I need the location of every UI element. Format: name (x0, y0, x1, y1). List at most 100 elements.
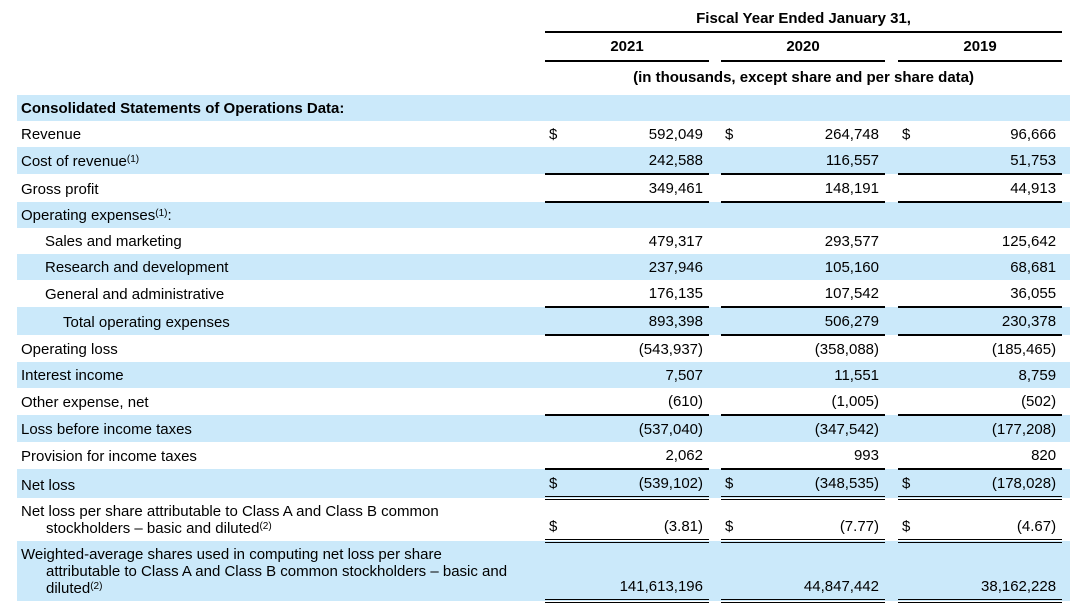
dollar-sign (545, 228, 567, 254)
table-row-weighted-average-shares: Weighted-average shares used in computin… (17, 541, 1071, 603)
units-note-row: (in thousands, except share and per shar… (17, 61, 1070, 95)
header-spacer (17, 32, 545, 61)
column-gap (709, 280, 721, 307)
dollar-sign (545, 174, 567, 203)
dollar-sign (898, 415, 920, 442)
dollar-sign (721, 254, 743, 280)
column-gap (885, 335, 898, 362)
row-end-spacer (1062, 335, 1070, 362)
value-fy2020: 993 (743, 442, 885, 470)
period-header: Fiscal Year Ended January 31, (545, 8, 1063, 33)
value-fy2019: 36,055 (920, 280, 1063, 308)
value-fy2019: 96,666 (1010, 126, 1057, 143)
dollar-sign: $ (898, 498, 920, 543)
row-end-spacer (1062, 442, 1070, 469)
row-end-spacer (1062, 254, 1070, 280)
table-row-operating-expenses-header: Operating expenses(1): (17, 202, 1071, 228)
column-gap (709, 202, 721, 228)
dollar-sign (545, 280, 567, 308)
column-gap (885, 32, 898, 61)
value-fy2019: 44,913 (920, 174, 1063, 203)
dollar-sign (721, 442, 743, 470)
dollar-sign (898, 307, 920, 336)
column-gap (709, 147, 721, 174)
footnote-ref: (2) (90, 581, 103, 592)
column-gap (709, 362, 721, 388)
table-row-other-expense-net: Other expense, net (610) (1,005) (502) (17, 388, 1070, 416)
value-fy2021: (610) (567, 388, 709, 416)
row-end-spacer (1062, 202, 1070, 228)
column-gap (885, 228, 898, 254)
table-row-gross-profit: Gross profit 349,461 148,191 44,913 (17, 174, 1070, 203)
value-fy2021: 237,946 (648, 259, 703, 276)
column-gap (709, 388, 721, 415)
row-end-spacer (1062, 121, 1070, 147)
row-label: Weighted-average shares used in computin… (21, 546, 508, 597)
row-label: Cost of revenue (21, 153, 127, 170)
row-label: Net loss (21, 477, 76, 494)
dollar-sign (545, 147, 567, 175)
value-fy2019: (185,465) (991, 341, 1057, 358)
value-fy2019: 8,759 (1018, 367, 1057, 384)
value-fy2019: (4.67) (920, 498, 1063, 543)
value-fy2020: (358,088) (814, 341, 879, 358)
table-row-total-operating-expenses: Total operating expenses 893,398 506,279… (17, 307, 1071, 336)
value-fy2020: 116,557 (743, 147, 885, 175)
value-fy2020: 44,847,442 (743, 541, 885, 603)
column-gap (709, 541, 721, 601)
column-gap (885, 121, 898, 147)
row-label: Operating loss (21, 341, 118, 358)
column-gap (885, 362, 898, 388)
dollar-sign: $ (725, 126, 734, 143)
dollar-sign (898, 362, 920, 388)
value-fy2019: 68,681 (1010, 259, 1057, 276)
row-label-cell: Weighted-average shares used in computin… (17, 541, 545, 601)
dollar-sign (721, 335, 743, 362)
dollar-sign (545, 254, 567, 280)
value-fy2021: 893,398 (567, 307, 709, 336)
units-note: (in thousands, except share and per shar… (633, 69, 975, 86)
dollar-sign: $ (549, 126, 558, 143)
row-label: Revenue (21, 126, 82, 143)
dollar-sign (545, 541, 567, 603)
column-gap (885, 202, 898, 228)
table-row-operating-loss: Operating loss (543,937) (358,088) (185,… (17, 335, 1070, 362)
row-label-cell: Interest income (17, 362, 545, 388)
row-label: Other expense, net (21, 394, 149, 411)
column-gap (709, 121, 721, 147)
header-spacer (17, 8, 545, 32)
value-fy2020: 506,279 (743, 307, 885, 336)
row-label-cell: Other expense, net (17, 388, 545, 415)
value-fy2019: 51,753 (920, 147, 1063, 175)
dollar-sign (898, 202, 920, 228)
dollar-sign: $ (898, 469, 920, 500)
value-fy2020: 264,748 (824, 126, 879, 143)
dollar-sign (721, 174, 743, 203)
column-gap (709, 307, 721, 335)
column-gap (885, 307, 898, 335)
dollar-sign (898, 280, 920, 308)
dollar-sign (721, 388, 743, 416)
table-row-loss-before-income-taxes: Loss before income taxes (537,040) (347,… (17, 415, 1071, 442)
footnote-ref: (1) (126, 154, 140, 165)
row-label: Sales and marketing (45, 233, 182, 250)
dollar-sign (721, 280, 743, 308)
value-fy2020: (348,535) (743, 469, 885, 500)
header-spacer (1062, 8, 1070, 32)
table-row-cost-of-revenue: Cost of revenue(1) 242,588 116,557 51,75… (17, 147, 1071, 175)
row-end-spacer (1062, 541, 1070, 601)
column-gap (709, 469, 721, 498)
row-label-suffix: : (167, 207, 172, 224)
header-spacer (17, 61, 545, 95)
table-row-revenue: Revenue $ 592,049 $ 264,748 $ 96,666 (17, 121, 1070, 147)
row-end-spacer (1062, 147, 1070, 174)
value-fy2020: 107,542 (743, 280, 885, 308)
column-gap (709, 174, 721, 202)
value-fy2021: 7,507 (665, 367, 703, 384)
dollar-sign (545, 388, 567, 416)
value-fy2021: (3.81) (567, 498, 709, 543)
dollar-sign (721, 202, 743, 228)
dollar-sign (898, 335, 920, 362)
value-fy2019: (502) (920, 388, 1063, 416)
dollar-sign (721, 362, 743, 388)
